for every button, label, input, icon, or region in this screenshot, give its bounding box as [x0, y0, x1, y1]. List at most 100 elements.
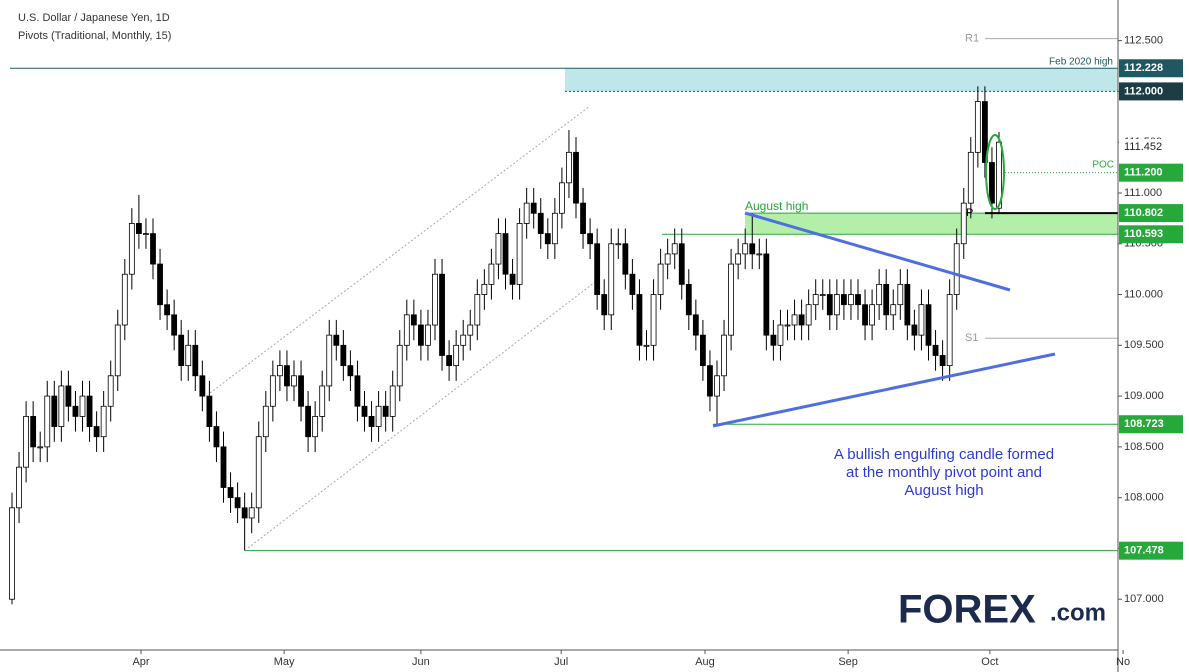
price-tag	[1119, 204, 1183, 223]
price-tag	[1119, 163, 1183, 182]
y-tick-label: 112.500	[1124, 35, 1163, 47]
candle-body	[615, 243, 622, 246]
x-tick-label: Apr	[132, 656, 149, 668]
candle-body	[417, 324, 424, 346]
candle-body	[573, 151, 579, 204]
candle-body	[721, 334, 727, 377]
candle-body	[213, 426, 220, 448]
candle-body	[537, 212, 544, 234]
candle-body	[953, 243, 960, 295]
candle-body	[707, 365, 713, 397]
candle-body	[128, 223, 135, 275]
candle-body	[678, 243, 685, 285]
candle-body	[481, 283, 488, 295]
y-tick-label: 111.000	[1124, 187, 1162, 199]
candle-body	[389, 385, 396, 417]
price-tag-label: 107.478	[1124, 545, 1164, 557]
candle-body	[848, 294, 854, 306]
candle-body	[967, 151, 974, 204]
price-tag-label: 110.802	[1124, 207, 1163, 219]
candle-body	[467, 324, 474, 336]
candle-body	[756, 253, 763, 256]
x-tick-label: Jun	[412, 656, 430, 668]
candle-body	[629, 273, 636, 295]
candle-body	[410, 314, 417, 326]
candle-body	[453, 344, 460, 367]
candle-body	[241, 507, 248, 519]
price-tag-bg	[1119, 139, 1183, 156]
candle-body	[700, 334, 706, 367]
candle-body	[340, 344, 347, 367]
candle-body	[9, 507, 15, 600]
candle-body	[488, 263, 495, 285]
candle-body	[368, 416, 375, 427]
candle-body	[298, 375, 304, 407]
price-tag-label: 112.000	[1124, 85, 1163, 97]
candle-body	[319, 385, 326, 417]
candle-body	[403, 314, 410, 346]
trendline-upper	[744, 211, 1011, 292]
candle-body	[269, 375, 276, 407]
x-tick-label: Jul	[554, 656, 568, 668]
candle-body	[206, 395, 213, 427]
candle-body	[93, 426, 100, 438]
pivot-label: P	[966, 207, 973, 219]
candle-body	[86, 395, 93, 427]
candle-body	[51, 395, 58, 427]
candle-body	[890, 304, 897, 316]
candle-body	[446, 355, 453, 367]
candle-body	[897, 283, 904, 306]
candle-body	[382, 405, 389, 417]
candle-body	[100, 405, 107, 438]
candle-body	[742, 243, 749, 255]
candle-body	[291, 375, 297, 387]
candle-body	[671, 243, 678, 255]
candle-body	[185, 344, 192, 367]
candle-body	[692, 314, 699, 336]
x-tick-label: Oct	[981, 656, 998, 668]
candle-body	[460, 334, 467, 346]
candle-body	[643, 344, 650, 347]
candle-body	[622, 243, 629, 275]
price-tag-label: 108.723	[1124, 418, 1164, 430]
candle-body	[763, 253, 770, 336]
candle-body	[728, 263, 734, 336]
price-tag	[1119, 541, 1183, 560]
candle-body	[199, 375, 206, 397]
candle-body	[375, 405, 382, 427]
candle-body	[784, 324, 791, 327]
price-axis-bg	[1118, 0, 1189, 672]
candle-body	[347, 365, 354, 377]
candle-body	[439, 273, 445, 356]
candle-body	[248, 507, 255, 519]
candle-body	[925, 304, 932, 346]
candle-body	[805, 304, 812, 326]
candle-body	[904, 283, 911, 326]
y-tick-label: 109.500	[1124, 339, 1164, 351]
candle-body	[883, 283, 890, 316]
resistance-zone	[565, 68, 1118, 92]
candle-body	[276, 365, 283, 377]
candle-body	[791, 314, 798, 326]
candle-body	[826, 294, 833, 316]
candle-body	[284, 365, 290, 387]
candle-body	[685, 283, 692, 316]
candle-body	[396, 344, 403, 387]
candle-body	[326, 334, 333, 387]
candle-body	[157, 263, 163, 306]
candle-body	[960, 202, 967, 245]
candle-body	[432, 273, 438, 326]
candle-body	[135, 223, 142, 234]
y-tick-label: 110.000	[1124, 288, 1163, 300]
candle-body	[530, 202, 537, 214]
candle-body	[425, 324, 431, 346]
candle-body	[601, 294, 608, 316]
candle-body	[911, 324, 918, 336]
candle-body	[749, 243, 756, 255]
candle-body	[37, 446, 44, 449]
y-tick-label: 107.000	[1124, 593, 1164, 605]
candle-body	[509, 273, 516, 285]
trendline-lower	[712, 352, 1056, 428]
candle-body	[171, 314, 178, 336]
